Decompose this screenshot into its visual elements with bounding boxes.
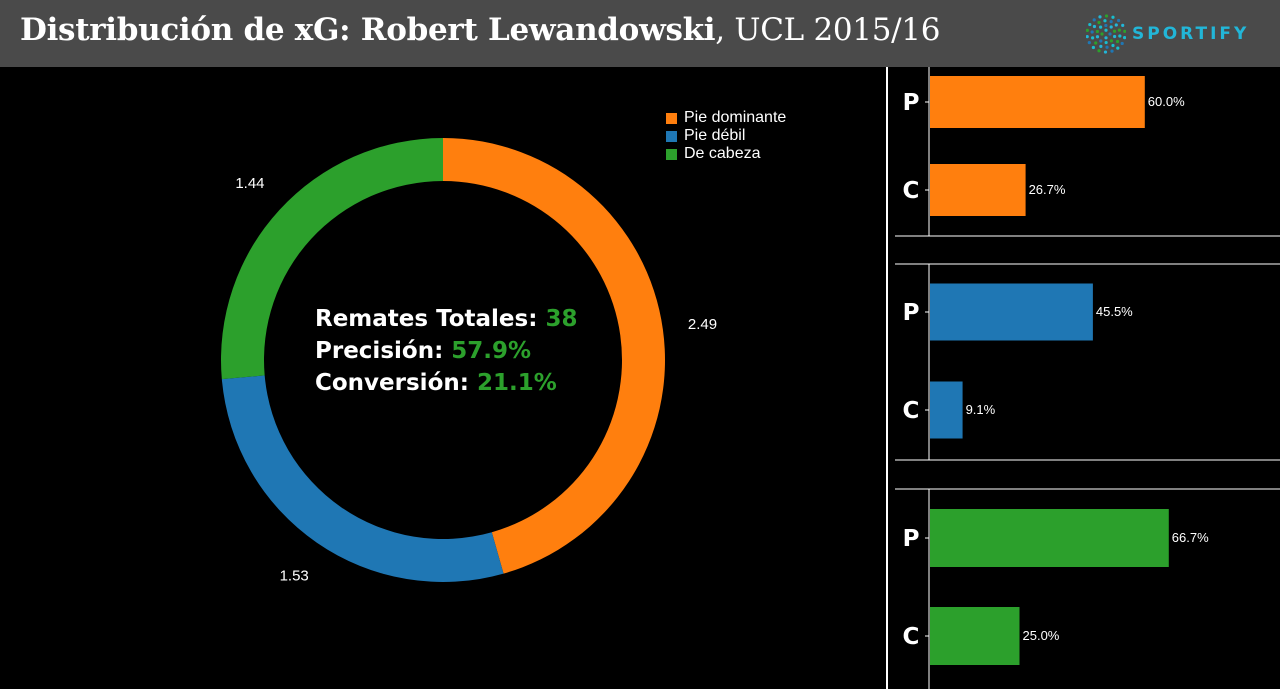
bar-category-label: C xyxy=(903,624,920,650)
bar-category-label: C xyxy=(903,398,920,424)
donut-segment-1 xyxy=(221,375,504,582)
legend-label: Pie débil xyxy=(684,127,746,144)
center-stats: Remates Totales: 38 Precisión: 57.9% Con… xyxy=(315,303,577,399)
stat-value: 38 xyxy=(545,306,578,332)
stat-accuracy: Precisión: 57.9% xyxy=(315,335,577,367)
globe-dots-icon xyxy=(1086,14,1126,54)
bar-category-label: P xyxy=(903,90,920,116)
brand-logo: SPORTIFY xyxy=(1086,14,1266,54)
donut-value-label: 1.53 xyxy=(280,568,309,585)
bar-c xyxy=(930,164,1026,216)
stat-value: 21.1% xyxy=(476,370,557,396)
donut-value-label: 1.44 xyxy=(235,175,264,192)
stat-label: Remates Totales: xyxy=(315,306,538,332)
stat-value: 57.9% xyxy=(451,338,532,364)
title-main: Distribución de xG: Robert Lewandowski xyxy=(20,12,716,48)
legend-label: Pie dominante xyxy=(684,109,787,126)
title-season: , UCL 2015/16 xyxy=(715,12,941,48)
header-bar: Distribución de xG: Robert Lewandowski, … xyxy=(0,0,1280,67)
bar-p xyxy=(930,509,1169,567)
bar-value-label: 25.0% xyxy=(1023,628,1060,643)
stat-conversion: Conversión: 21.1% xyxy=(315,367,577,399)
donut-legend: Pie dominante Pie débil De cabeza xyxy=(666,109,786,163)
bar-category-label: C xyxy=(903,178,920,204)
legend-label: De cabeza xyxy=(684,145,761,162)
stat-label: Precisión: xyxy=(315,338,444,364)
bar-value-label: 45.5% xyxy=(1096,304,1133,319)
legend-swatch xyxy=(666,148,677,160)
brand-name: SPORTIFY xyxy=(1132,24,1250,44)
stat-total-shots: Remates Totales: 38 xyxy=(315,303,577,335)
bar-p xyxy=(930,76,1145,128)
bar-chart-1: P 45.5% C 9.1% xyxy=(895,263,1280,461)
legend-item-pie-debil: Pie débil xyxy=(666,127,786,145)
bar-c xyxy=(930,381,963,439)
bar-value-label: 26.7% xyxy=(1029,182,1066,197)
bar-category-label: P xyxy=(903,526,920,552)
donut-value-label: 2.49 xyxy=(688,316,717,333)
donut-segment-0 xyxy=(443,138,666,574)
bar-chart-0: P 60.0% C 26.7% xyxy=(895,67,1280,237)
bar-c xyxy=(930,607,1020,665)
bar-value-label: 9.1% xyxy=(966,402,996,417)
bar-p xyxy=(930,283,1093,341)
bar-category-label: P xyxy=(903,300,920,326)
donut-segment-2 xyxy=(221,138,443,380)
bar-value-label: 60.0% xyxy=(1148,94,1185,109)
bar-chart-2: P 66.7% C 25.0% xyxy=(895,488,1280,689)
legend-item-pie-dominante: Pie dominante xyxy=(666,109,786,127)
panel-divider xyxy=(886,67,888,689)
bar-value-label: 66.7% xyxy=(1172,530,1209,545)
stat-label: Conversión: xyxy=(315,370,469,396)
legend-swatch xyxy=(666,112,677,124)
page-title: Distribución de xG: Robert Lewandowski, … xyxy=(20,12,940,48)
legend-swatch xyxy=(666,130,677,142)
legend-item-de-cabeza: De cabeza xyxy=(666,145,786,163)
